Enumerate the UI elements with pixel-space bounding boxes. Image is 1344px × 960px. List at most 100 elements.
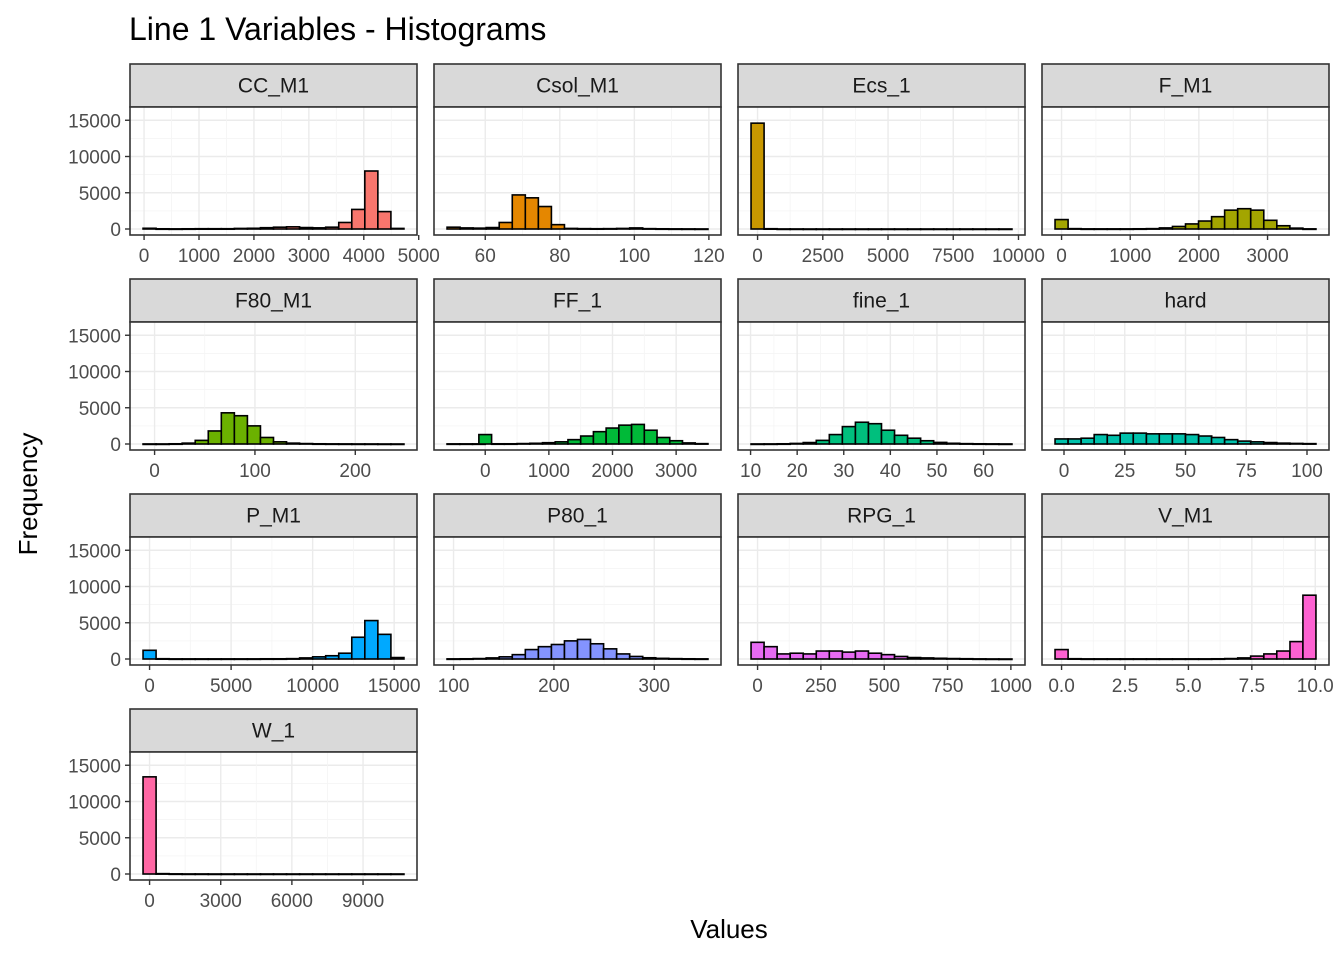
histogram-bar: [589, 642, 605, 660]
x-tick-label: 0: [149, 461, 160, 482]
histogram-bar: [311, 442, 327, 446]
x-tick-label: 5.0: [1175, 676, 1201, 697]
histogram-bar: [390, 873, 405, 876]
x-tick-label: 10000: [286, 676, 339, 697]
histogram-bar: [324, 873, 340, 876]
panel-border: [129, 751, 418, 881]
histogram-bar: [841, 651, 857, 660]
x-tick-label: 7500: [932, 246, 974, 267]
histogram-bar: [1080, 658, 1096, 661]
x-tick-label: 2500: [802, 246, 844, 267]
histogram-bar: [259, 873, 275, 876]
histogram-bar: [576, 638, 592, 660]
y-tick-label: 5000: [79, 399, 121, 420]
histogram-bar: [906, 228, 922, 231]
panel-ecs-1: Ecs_1 0 2500 5000 7500 10000: [737, 63, 1045, 267]
histogram-bar: [972, 442, 987, 446]
histogram-bar: [511, 653, 527, 660]
histogram-bar: [605, 427, 620, 445]
histogram-bar: [1197, 658, 1213, 661]
histogram-bar: [142, 649, 157, 660]
histogram-bar: [1302, 228, 1317, 231]
histogram-bar: [1171, 225, 1187, 230]
histogram-bar: [998, 228, 1013, 231]
histogram-bar: [579, 435, 595, 445]
histogram-bar: [893, 434, 909, 445]
histogram-bar: [1275, 650, 1291, 660]
histogram-bar: [298, 226, 314, 230]
histogram-bar: [337, 221, 353, 230]
facet-label: fine_1: [853, 290, 910, 313]
histogram-bar: [1184, 658, 1200, 661]
histogram-bar: [364, 619, 379, 660]
panel-p-m1: P_M1 0 5000 10000 15000 0 5000 10000 15000: [68, 493, 421, 697]
x-tick-label: 7.5: [1239, 676, 1265, 697]
plot-background: [738, 107, 1025, 235]
histogram-bar: [815, 650, 831, 660]
x-tick-label: 100: [1291, 461, 1323, 482]
histogram-bar: [1080, 228, 1095, 231]
histogram-bar: [602, 227, 618, 230]
histogram-bar: [763, 227, 778, 231]
histogram-bar: [377, 633, 392, 660]
histogram-bar: [194, 439, 210, 445]
histogram-bar: [1132, 227, 1148, 231]
plot-background: [130, 752, 417, 880]
histogram-bar: [1184, 223, 1200, 230]
panel-f80-m1: F80_M1 0 5000 10000 15000 0 100 200: [68, 278, 418, 482]
histogram-bar: [324, 654, 340, 660]
histogram-bar: [630, 423, 646, 445]
panel-f-m1: F_M1 0 1000 2000 3000: [1041, 63, 1330, 267]
histogram-bar: [1054, 218, 1069, 230]
x-tick-label: 0: [752, 246, 763, 267]
x-tick-label: 200: [339, 461, 371, 482]
histogram-bar: [867, 652, 883, 660]
histogram-bar: [628, 655, 644, 660]
x-tick-label: 2000: [1178, 246, 1220, 267]
panel-w-1: W_1 0 5000 10000 15000 0 3000 6000 9000: [68, 708, 418, 912]
histogram-bar: [998, 658, 1013, 661]
histogram-bar: [906, 656, 922, 660]
histogram-bar: [1158, 658, 1174, 661]
histogram-bar: [932, 228, 948, 231]
histogram-bar: [1184, 433, 1200, 445]
x-tick-label: 5000: [210, 676, 252, 697]
histogram-bar: [446, 443, 461, 446]
histogram-bar: [972, 228, 987, 231]
histogram-bar: [503, 442, 518, 446]
x-tick-label: 20: [787, 461, 808, 482]
histogram-bar: [259, 226, 275, 230]
histogram-bar: [841, 228, 857, 231]
histogram-bar: [285, 226, 301, 230]
histogram-bar: [681, 442, 697, 445]
histogram-bar: [181, 873, 197, 876]
facet-strip: [129, 493, 418, 538]
histogram-bar: [841, 425, 857, 445]
histogram-bar: [377, 443, 392, 446]
x-tick-label: 2000: [233, 246, 275, 267]
x-axis-title: Values: [690, 914, 768, 944]
histogram-bar: [854, 650, 870, 660]
histogram-bar: [168, 658, 183, 661]
histogram-bar: [272, 226, 288, 230]
histogram-bar: [537, 205, 553, 230]
histogram-bar: [867, 228, 883, 231]
histogram-bar: [615, 227, 631, 230]
histogram-bar: [377, 210, 392, 230]
x-tick-label: 10000: [992, 246, 1045, 267]
histogram-bar: [364, 873, 379, 876]
histogram-bar: [516, 442, 531, 445]
histogram-bar: [1262, 219, 1278, 230]
facet-label: Csol_M1: [536, 75, 619, 98]
facet-strip: [129, 278, 418, 323]
histogram-bar: [641, 227, 657, 230]
x-tick-label: 3000: [288, 246, 330, 267]
histogram-bar: [776, 442, 791, 446]
x-tick-label: 3000: [655, 461, 697, 482]
histogram-bar: [524, 197, 540, 230]
x-tick-label: 10: [740, 461, 761, 482]
histogram-bar: [932, 441, 948, 445]
histogram-bar: [259, 436, 275, 445]
histogram-bar: [589, 227, 605, 231]
histogram-bar: [459, 657, 474, 661]
